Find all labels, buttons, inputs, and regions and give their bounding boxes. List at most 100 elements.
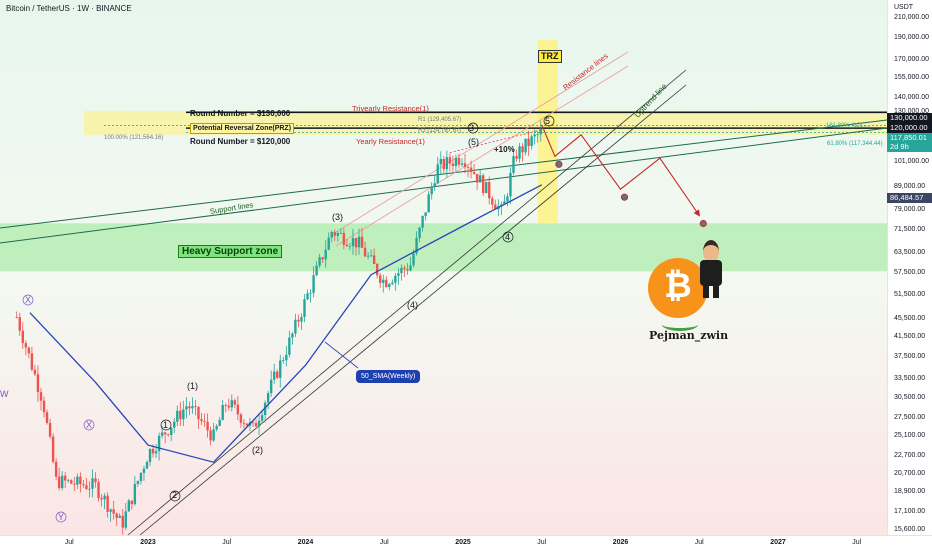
sma-50w-line (29, 184, 543, 463)
candle-down (254, 423, 258, 427)
price-tick-label: 17,100.00 (894, 507, 926, 515)
candle-up (91, 478, 94, 489)
countdown-tag: 2d 9h (887, 142, 932, 152)
candle-up (394, 275, 397, 283)
fib-right-label: 161.80% (121,... (826, 123, 871, 129)
candle-up (454, 158, 458, 167)
candle-down (360, 236, 364, 248)
candle-up (263, 402, 267, 416)
price-tick-label: 101,000.00 (894, 158, 930, 166)
wave-label-2: (2) (252, 445, 263, 455)
candle-down (54, 461, 58, 477)
candle-down (224, 405, 227, 406)
price-tick-label: 20,700.00 (894, 470, 926, 478)
candle-up (279, 360, 282, 378)
heavy-support-zone (0, 223, 887, 272)
heavy-support-zone-label: Heavy Support zone (178, 245, 283, 258)
candle-down (97, 482, 100, 499)
candle-down (521, 146, 524, 153)
candle-down (30, 353, 34, 370)
candle-up (182, 409, 185, 420)
candle-up (185, 406, 188, 410)
candle-up (382, 279, 385, 283)
price-tick-label: 210,000.00 (894, 13, 930, 21)
price-tag-target: 86,484.57 (887, 193, 932, 203)
candle-down (85, 485, 88, 489)
candle-up (291, 333, 294, 338)
candle-down (115, 513, 118, 518)
wave-label-w: W (0, 389, 9, 399)
candle-up (336, 233, 340, 236)
candle-down (227, 405, 230, 408)
price-tick-label: 170,000.00 (894, 55, 930, 63)
trz-zone (537, 40, 558, 224)
wave-label-y: Y (58, 512, 65, 522)
candle-down (451, 163, 455, 167)
candle-down (197, 406, 200, 420)
percent-change-label: +10% (494, 145, 515, 154)
candle-down (15, 316, 18, 318)
price-tick-label: 63,500.00 (894, 249, 926, 257)
candle-up (518, 146, 521, 159)
candle-up (88, 488, 91, 490)
price-tick-label: 190,000.00 (894, 33, 930, 41)
projection-path (541, 124, 701, 217)
candle-down (106, 495, 109, 512)
candle-up (221, 405, 224, 421)
time-axis[interactable] (0, 535, 932, 550)
candle-up (418, 227, 421, 238)
price-tick-label: 45,500.00 (894, 315, 926, 323)
candle-up (230, 400, 233, 408)
candle-down (179, 410, 182, 420)
wave-label-x1: X (25, 295, 32, 305)
leaf-decoration (662, 318, 698, 331)
price-tick-label: 37,500.00 (894, 353, 926, 361)
candle-down (163, 432, 167, 435)
time-tick-label: Jul (852, 539, 862, 546)
time-tick-label: 2027 (770, 539, 786, 546)
wave-circle-purple (55, 511, 67, 523)
candle-up (536, 134, 539, 136)
price-tick-label: 140,000.00 (894, 93, 930, 101)
candle-up (509, 172, 512, 197)
chart-background (0, 0, 887, 535)
price-axis[interactable] (887, 0, 932, 535)
wave-circle-label-1: 1 (163, 420, 169, 430)
candle-up (485, 182, 488, 194)
price-tick-label: 33,500.00 (894, 375, 926, 383)
candle-up (312, 275, 315, 293)
chart-title: Bitcoin / TetherUS · 1W · BINANCE (6, 4, 132, 13)
candle-down (372, 255, 376, 264)
candle-up (503, 201, 506, 205)
candle-up (315, 265, 318, 276)
candle-up (391, 282, 394, 285)
candle-up (421, 216, 424, 228)
candle-down (39, 392, 43, 401)
candle-up (445, 157, 449, 170)
time-tick-label: 2026 (612, 539, 629, 546)
candle-up (306, 293, 309, 300)
candle-up (118, 515, 121, 518)
price-tick-label: 130,000.00 (894, 108, 930, 116)
time-tick-label: Jul (64, 539, 74, 546)
candle-up (76, 476, 79, 485)
candle-up (533, 134, 536, 137)
author-name: Pejman_zwin (649, 329, 729, 342)
time-tick-label: Jul (537, 539, 547, 546)
candle-down (442, 158, 446, 170)
candle-down (79, 476, 82, 485)
triyearly-resistance-label: Triyearly Resistance(1) (352, 104, 429, 113)
trz-label: TRZ (538, 50, 562, 63)
candle-down (354, 238, 358, 248)
price-tick-label: 27,500.00 (894, 414, 926, 422)
price-tick-label: 89,000.00 (894, 182, 926, 190)
candle-up (109, 509, 112, 512)
candle-down (100, 498, 103, 500)
candle-down (36, 374, 40, 393)
candle-up (524, 138, 527, 153)
candle-up (324, 249, 327, 260)
candle-down (203, 421, 206, 422)
candle-up (412, 253, 415, 266)
support-line-lower (0, 127, 888, 244)
